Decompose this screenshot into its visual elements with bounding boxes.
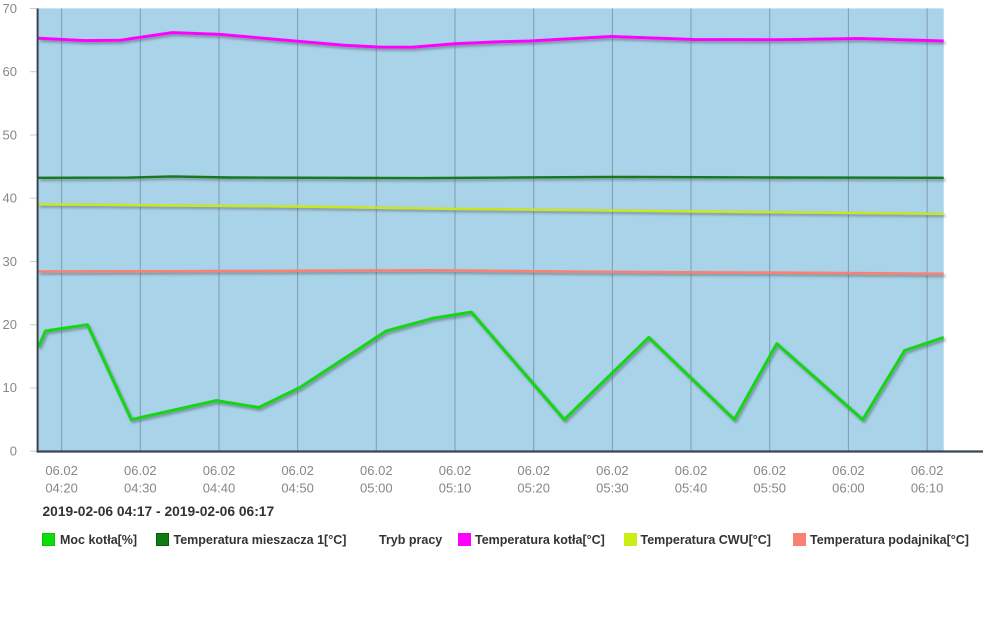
svg-text:70: 70	[3, 1, 17, 16]
svg-text:0: 0	[10, 444, 17, 459]
svg-text:60: 60	[3, 64, 17, 79]
svg-text:50: 50	[3, 127, 17, 142]
svg-text:40: 40	[3, 191, 17, 206]
svg-text:10: 10	[3, 380, 17, 395]
svg-text:20: 20	[3, 317, 17, 332]
svg-text:30: 30	[3, 254, 17, 269]
